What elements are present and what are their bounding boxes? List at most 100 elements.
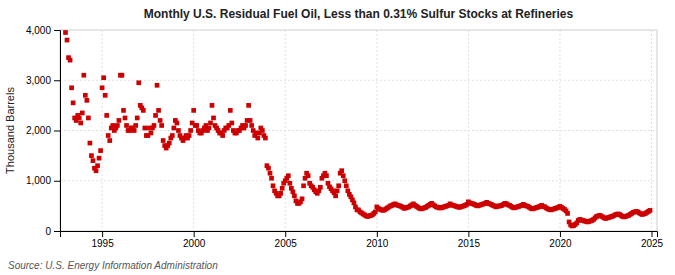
point <box>78 121 83 126</box>
x-tick-label: 2005 <box>275 238 298 249</box>
y-tick-mark <box>54 80 60 81</box>
point <box>306 173 311 178</box>
chart-container: 1995 2000 2005 2010 2015 2020 2025 0 1,000 2,000 3… <box>0 0 675 275</box>
point <box>98 148 103 153</box>
point <box>91 158 96 163</box>
point <box>77 116 82 121</box>
point <box>318 185 323 190</box>
point <box>194 123 199 128</box>
point <box>156 108 161 113</box>
y-tick-label: 4,000 <box>26 25 51 36</box>
point <box>65 38 70 43</box>
y-grid-line <box>60 180 657 181</box>
point <box>136 80 141 85</box>
x-tick-mark <box>285 231 286 237</box>
x-tick: 2005 <box>275 231 298 249</box>
point <box>124 123 129 128</box>
point <box>83 93 88 98</box>
y-tick: 0 <box>45 226 60 237</box>
point <box>142 126 147 131</box>
x-tick-mark <box>560 231 561 237</box>
point <box>120 73 125 78</box>
point <box>135 116 140 121</box>
x-tick-label: 2010 <box>366 238 389 249</box>
point <box>100 85 105 90</box>
y-tick: 4,000 <box>26 25 60 36</box>
point <box>85 98 90 103</box>
point <box>248 118 253 123</box>
point <box>342 178 347 183</box>
point <box>132 128 137 133</box>
point <box>339 168 344 173</box>
point <box>155 83 160 88</box>
y-grid-line <box>60 80 657 81</box>
x-tick-label: 2015 <box>458 238 481 249</box>
y-tick-label: 2,000 <box>26 125 51 136</box>
point <box>133 123 138 128</box>
point <box>208 121 213 126</box>
point <box>268 171 273 176</box>
point <box>106 133 111 138</box>
point <box>159 123 164 128</box>
point <box>220 133 225 138</box>
point <box>210 103 215 108</box>
point <box>280 186 285 191</box>
point <box>291 189 296 194</box>
point <box>71 101 76 106</box>
point <box>115 123 120 128</box>
y-tick-label: 3,000 <box>26 75 51 86</box>
point <box>89 153 94 158</box>
x-tick-mark <box>102 231 103 237</box>
point <box>352 201 357 206</box>
point <box>292 193 297 198</box>
point <box>207 126 212 131</box>
x-tick: 2020 <box>549 231 572 249</box>
point <box>188 128 193 133</box>
title: Monthly U.S. Residual Fuel Oil, Less tha… <box>144 7 574 21</box>
x-axis: 1995 2000 2005 2010 2015 2020 2025 <box>61 231 664 249</box>
x-tick-label: 2000 <box>183 238 206 249</box>
point <box>286 173 291 178</box>
point <box>176 128 181 133</box>
point <box>324 173 329 178</box>
y-tick-mark <box>54 131 60 132</box>
point <box>187 133 192 138</box>
point <box>80 111 85 116</box>
y-tick-mark <box>54 231 60 232</box>
point <box>278 191 283 196</box>
point <box>121 108 126 113</box>
point <box>648 208 653 213</box>
x-tick: 2000 <box>183 231 206 249</box>
point <box>287 181 292 186</box>
y-tick: 2,000 <box>26 125 60 136</box>
point <box>141 108 146 113</box>
x-grid-line <box>651 30 652 231</box>
point <box>88 141 93 146</box>
x-tick-label: 1995 <box>91 238 114 249</box>
grid <box>60 30 657 231</box>
point <box>336 183 341 188</box>
point <box>260 128 265 133</box>
point <box>63 30 68 35</box>
y-axis-title: Thousand Barrels <box>4 87 16 174</box>
y-axis-line <box>54 31 61 232</box>
point <box>263 136 268 141</box>
point <box>104 113 109 118</box>
point <box>300 196 305 201</box>
point <box>68 58 73 63</box>
point <box>158 118 163 123</box>
y-tick-label: 0 <box>45 226 51 237</box>
point <box>95 163 100 168</box>
y-axis: 0 1,000 2,000 3,000 4,000 <box>26 25 61 237</box>
x-tick: 2015 <box>458 231 481 249</box>
plot-area <box>63 30 652 228</box>
x-tick-mark <box>377 231 378 237</box>
point <box>266 166 271 171</box>
x-tick-label: 2020 <box>549 238 572 249</box>
y-tick-label: 1,000 <box>26 175 51 186</box>
x-tick-label: 2025 <box>641 238 664 249</box>
x-tick-mark <box>652 231 653 237</box>
point <box>301 183 306 188</box>
chart: 1995 2000 2005 2010 2015 2020 2025 0 1,000 2,000 3… <box>0 0 675 275</box>
point <box>191 108 196 113</box>
